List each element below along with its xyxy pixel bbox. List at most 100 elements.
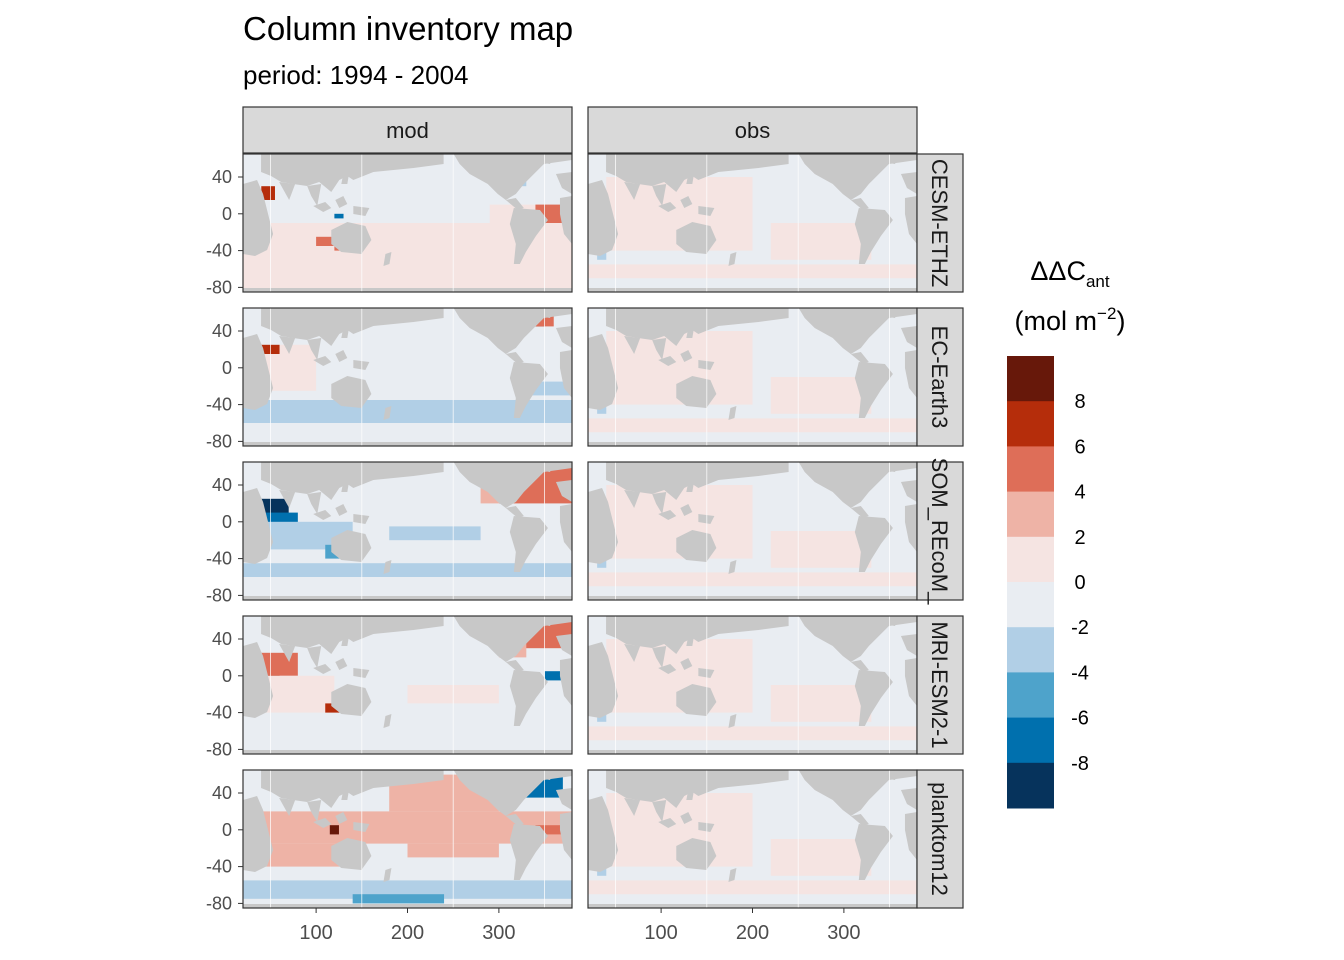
legend-color-bin — [1007, 536, 1054, 583]
legend-color-bin — [1007, 627, 1054, 673]
row-strip-label: SOM_REcoM_ — [927, 458, 952, 605]
anomaly-patch — [770, 377, 872, 414]
facet-panel-obs-3 — [587, 615, 918, 755]
anomaly-patch — [389, 526, 481, 541]
facet-panel-mod-3 — [242, 615, 573, 755]
anomaly-patch — [588, 418, 917, 433]
x-tick-label: 200 — [736, 922, 769, 944]
column-strip-label: mod — [386, 118, 429, 143]
anomaly-patch — [597, 250, 607, 260]
anomaly-patch — [597, 712, 607, 722]
anomaly-patch — [597, 404, 607, 414]
anomaly-patch — [334, 213, 344, 219]
legend-break-label: -8 — [1071, 753, 1089, 775]
facet-panel-mod-2 — [242, 461, 573, 601]
panel-border — [242, 307, 573, 447]
y-tick-label: -40 — [206, 549, 232, 569]
anomaly-patch — [329, 825, 339, 835]
y-tick-label: 40 — [212, 629, 232, 649]
y-tick-label: 0 — [222, 512, 232, 532]
legend-break-label: 0 — [1074, 572, 1085, 594]
x-tick-label: 100 — [299, 922, 332, 944]
row-strip — [916, 769, 964, 909]
anomaly-patch — [588, 572, 917, 587]
row-strip-label: EC-Earth3 — [927, 326, 952, 429]
legend-break-label: 4 — [1074, 482, 1085, 504]
anomaly-patch — [588, 264, 917, 279]
anomaly-patch — [770, 685, 872, 722]
legend-title: ΔΔCant — [1030, 256, 1109, 291]
anomaly-patch — [243, 400, 572, 423]
chart-title: Column inventory map — [243, 10, 574, 47]
anomaly-patch — [588, 726, 917, 741]
anomaly-patch — [261, 186, 275, 200]
row-strip — [916, 615, 964, 755]
anomaly-patch — [535, 825, 572, 835]
anomaly-patch — [597, 866, 607, 876]
legend-color-bin — [1007, 672, 1054, 719]
legend-units: (mol m−2) — [1015, 304, 1126, 336]
row-strip-label: planktom12 — [927, 782, 952, 896]
x-tick-label: 300 — [482, 922, 515, 944]
legend-color-bin — [1007, 762, 1054, 809]
anomaly-patch — [243, 563, 572, 577]
facet-panel-obs-4 — [587, 769, 918, 909]
y-tick-label: 0 — [222, 204, 232, 224]
legend-color-bin — [1007, 717, 1054, 764]
legend-break-label: -2 — [1071, 617, 1089, 639]
facet-panel-mod-0 — [242, 153, 573, 293]
facet-panel-mod-1 — [242, 307, 573, 447]
legend-break-label: 8 — [1074, 391, 1085, 413]
y-tick-label: -80 — [206, 431, 232, 451]
legend-color-bin — [1007, 401, 1054, 447]
legend-color-bin — [1007, 582, 1054, 628]
legend-break-label: 2 — [1074, 527, 1085, 549]
y-tick-label: -80 — [206, 585, 232, 605]
facet-panel-obs-2 — [587, 461, 918, 601]
legend-color-bin — [1007, 356, 1054, 402]
column-strip — [242, 106, 573, 154]
panel-border — [242, 461, 573, 601]
anomaly-patch — [770, 839, 872, 876]
row-strip — [916, 307, 964, 447]
y-tick-label: 40 — [212, 321, 232, 341]
legend: ΔΔCant (mol m−2) 8 6 4 2 0 -2 -4 -6 -8 — [1007, 256, 1125, 809]
anomaly-patch — [770, 531, 872, 568]
x-tick-label: 300 — [827, 922, 860, 944]
y-tick-label: -40 — [206, 703, 232, 723]
legend-color-bin — [1007, 491, 1054, 538]
y-tick-label: 40 — [212, 783, 232, 803]
y-tick-label: -80 — [206, 739, 232, 759]
y-tick-label: 40 — [212, 167, 232, 187]
anomaly-patch — [597, 558, 607, 568]
anomaly-patch — [243, 246, 335, 269]
y-tick-label: -40 — [206, 395, 232, 415]
y-tick-label: -80 — [206, 277, 232, 297]
y-tick-label: -40 — [206, 857, 232, 877]
y-tick-label: 40 — [212, 475, 232, 495]
row-strip — [916, 153, 964, 293]
x-tick-label: 200 — [391, 922, 424, 944]
row-strip — [916, 461, 964, 601]
x-tick-label: 100 — [644, 922, 677, 944]
y-tick-label: -80 — [206, 893, 232, 913]
y-tick-label: 0 — [222, 820, 232, 840]
y-tick-label: 0 — [222, 358, 232, 378]
anomaly-patch — [243, 880, 572, 899]
legend-color-bin — [1007, 446, 1054, 493]
panel-border — [242, 615, 573, 755]
y-tick-label: 0 — [222, 666, 232, 686]
anomaly-patch — [352, 894, 445, 904]
legend-break-label: 6 — [1074, 436, 1085, 458]
facet-panel-mod-4 — [242, 769, 573, 909]
panel-border — [242, 153, 573, 293]
anomaly-patch — [544, 671, 572, 681]
legend-break-label: -4 — [1071, 662, 1089, 684]
anomaly-patch — [770, 223, 872, 260]
anomaly-patch — [352, 358, 499, 377]
y-tick-label: -40 — [206, 241, 232, 261]
legend-break-label: -6 — [1071, 708, 1089, 730]
anomaly-patch — [588, 880, 917, 895]
chart-subtitle: period: 1994 - 2004 — [243, 60, 469, 90]
